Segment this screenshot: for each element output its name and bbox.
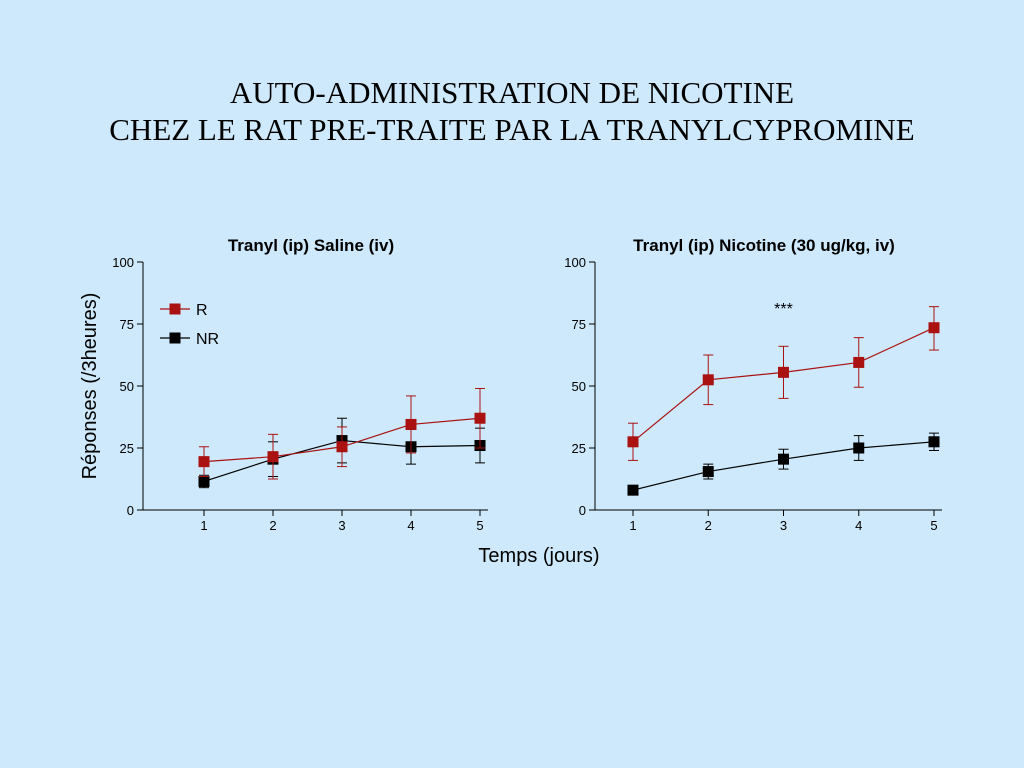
y-tick-label: 100 [564,255,586,270]
y-tick-label: 25 [120,441,134,456]
chart-title: Tranyl (ip) Nicotine (30 ug/kg, iv) [633,236,895,255]
data-point [778,366,789,378]
legend-label: R [196,302,208,319]
series-r [198,387,486,480]
data-point [474,412,486,424]
legend-marker [169,332,181,344]
data-point [336,441,348,453]
x-tick-label: 5 [476,518,483,533]
title-line-2: CHEZ LE RAT PRE-TRAITE PAR LA TRANYLCYPR… [109,112,915,147]
x-tick-label: 4 [855,518,862,533]
y-tick-label: 50 [120,379,134,394]
data-point [702,374,714,386]
data-point [627,484,639,496]
x-tick-label: 3 [780,518,787,533]
legend-marker [169,303,181,315]
data-point [198,475,210,487]
x-tick-label: 3 [338,518,345,533]
y-tick-label: 25 [572,441,586,456]
data-point [928,436,940,448]
data-point [702,466,714,478]
data-point [627,436,639,448]
y-tick-label: 50 [572,379,586,394]
data-point [778,453,789,465]
series-r [627,306,940,461]
x-tick-label: 1 [629,518,636,533]
x-tick-label: 5 [930,518,937,533]
chart-title: Tranyl (ip) Saline (iv) [228,236,394,255]
legend-label: NR [196,331,219,348]
legend: R NR [160,302,219,348]
y-tick-label: 0 [127,503,134,518]
data-point [853,356,865,368]
significance-annotation: *** [774,301,793,318]
series-nr [627,432,940,496]
data-point [405,418,417,430]
chart-2: Tranyl (ip) Nicotine (30 ug/kg, iv)02550… [564,236,942,533]
title-line-1: AUTO-ADMINISTRATION DE NICOTINE [229,75,795,110]
y-tick-label: 100 [112,255,134,270]
x-tick-label: 1 [200,518,207,533]
x-tick-label: 4 [407,518,414,533]
chart-1: Tranyl (ip) Saline (iv) 0 25 50 75 100 1 2 3 4 5 RN… [112,236,488,533]
y-tick-label: 0 [579,503,586,518]
x-tick-label: 2 [269,518,276,533]
y-axis-label: Réponses (/3heures) [79,293,101,480]
y-tick-label: 75 [120,317,134,332]
data-point [198,456,210,468]
data-point [267,451,279,463]
slide-title: AUTO-ADMINISTRATION DE NICOTINE CHEZ LE … [0,74,1024,148]
x-tick-label: 2 [705,518,712,533]
y-tick-label: 75 [572,317,586,332]
x-axis-label: Temps (jours) [478,545,599,567]
data-point [853,442,865,454]
data-point [928,322,940,334]
